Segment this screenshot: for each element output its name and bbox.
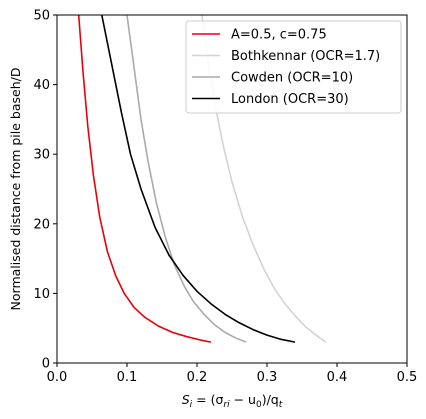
- x-tick-label: 0.4: [327, 370, 348, 385]
- y-axis-label: Normalised distance from pile baseh/D: [8, 68, 23, 311]
- legend-label: Cowden (OCR=10): [231, 71, 353, 86]
- x-tick-label: 0.3: [257, 370, 278, 385]
- y-tick-label: 50: [33, 9, 50, 24]
- series-layer: [77, 14, 327, 343]
- x-label-sub3: 0: [256, 400, 262, 410]
- x-tick-label: 0.1: [117, 370, 138, 385]
- legend: A=0.5, c=0.75 Bothkennar (OCR=1.7) Cowden …: [185, 20, 402, 114]
- y-tick-label: 30: [33, 148, 50, 163]
- x-label-rest: − u: [230, 392, 256, 407]
- legend-label: Bothkennar (OCR=1.7): [231, 49, 380, 64]
- x-label-sub: i: [190, 400, 193, 410]
- y-tick-label: 0: [42, 357, 50, 372]
- x-label-mid: = (σ: [192, 392, 223, 407]
- legend-box: [185, 20, 402, 114]
- x-axis-label: Si = (σri − u0)/qt: [182, 392, 283, 410]
- legend-label: A=0.5, c=0.75: [231, 28, 327, 43]
- x-axis-ticks: 0.0 0.1 0.2 0.3 0.4 0.5: [47, 363, 418, 385]
- x-tick-label: 0.5: [397, 370, 418, 385]
- x-label-prefix: S: [182, 392, 190, 407]
- y-axis-ticks: 0 10 20 30 40 50: [33, 9, 57, 372]
- series-line-3: [126, 14, 247, 343]
- x-tick-label: 0.0: [47, 370, 68, 385]
- x-label-sub4: t: [279, 400, 283, 410]
- legend-entries: A=0.5, c=0.75 Bothkennar (OCR=1.7) Cowden …: [192, 28, 380, 107]
- y-tick-label: 40: [33, 78, 50, 93]
- legend-label: London (OCR=30): [231, 92, 349, 107]
- plot-frame: [56, 14, 408, 364]
- y-tick-label: 10: [33, 287, 50, 302]
- series-line-4: [101, 14, 296, 343]
- x-label-sub2: ri: [223, 400, 230, 410]
- y-tick-label: 20: [33, 217, 50, 232]
- x-tick-label: 0.2: [187, 370, 208, 385]
- series-line-1: [77, 14, 212, 343]
- x-label-tail: )/q: [262, 392, 279, 407]
